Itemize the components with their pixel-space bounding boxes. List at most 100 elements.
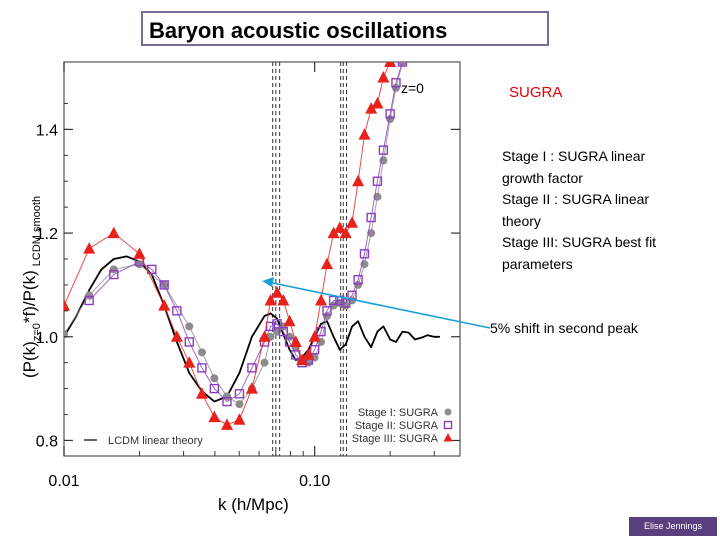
marker-circle [235, 400, 244, 409]
marker-triangle [339, 226, 352, 239]
marker-square [209, 383, 220, 394]
marker-square [84, 295, 94, 306]
marker-circle [391, 83, 400, 92]
marker-triangle [315, 293, 328, 306]
stage-description: Stage I : SUGRA linear growth factor Sta… [502, 146, 702, 276]
marker-square [222, 396, 232, 407]
marker-triangle [64, 299, 70, 311]
panel-label: z=0 [401, 80, 424, 96]
marker-square [353, 275, 363, 285]
marker-square [184, 337, 194, 347]
marker-triangle [358, 128, 371, 140]
marker-square [272, 319, 282, 329]
legend-label: Stage II: SUGRA [355, 420, 439, 432]
marker-square [443, 420, 453, 430]
marker-triangle [277, 293, 290, 306]
legend-label: Stage III: SUGRA [352, 433, 439, 445]
marker-square [234, 389, 245, 399]
marker-triangle [327, 226, 340, 239]
marker-triangle [377, 71, 390, 83]
marker-triangle [83, 242, 96, 254]
slide-title-box: Baryon acoustic oscillations [141, 11, 549, 46]
marker-square [397, 62, 408, 67]
marker-square [378, 145, 389, 155]
legend-line-label: LCDM linear theory [108, 435, 203, 447]
marker-triangle [296, 353, 309, 366]
marker-triangle [221, 418, 234, 430]
markers-group [64, 62, 408, 430]
shift-annotation: 5% shift in second peak [490, 320, 638, 336]
y-axis-title: (P(k)z=0*f)/P(k) LCDM smooth [20, 196, 43, 378]
marker-square [366, 212, 376, 223]
marker-square [385, 109, 395, 119]
author-credit: Elise Jennings [629, 517, 717, 536]
y-tick-label: 1.2 [36, 226, 58, 243]
marker-triangle [264, 293, 277, 306]
marker-square [359, 249, 370, 259]
tick-labels-group: 0.8 1.0 1.2 1.4 0.01 0.10 [36, 122, 331, 490]
marker-triangle [283, 314, 296, 327]
marker-triangle [333, 221, 346, 233]
stage-line: Stage II : SUGRA linear [502, 191, 650, 208]
y-axis-title-sub1: z=0 [31, 323, 43, 341]
marker-triangle [233, 413, 246, 425]
marker-triangle [384, 62, 397, 67]
marker-square [391, 78, 401, 88]
marker-circle [223, 392, 232, 401]
marker-square [247, 363, 257, 373]
y-tick-label: 1.0 [36, 330, 58, 347]
marker-square [147, 264, 157, 275]
marker-triangle [183, 356, 196, 368]
series-connector-line [64, 62, 403, 405]
marker-square [197, 363, 207, 373]
marker-triangle [195, 387, 208, 399]
marker-triangle [133, 247, 146, 259]
legend-label: Stage I: SUGRA [358, 407, 439, 419]
marker-triangle [371, 96, 384, 109]
marker-triangle [158, 299, 171, 311]
marker-square [109, 269, 119, 280]
stage-line: parameters [502, 255, 573, 272]
marker-triangle [245, 382, 258, 394]
marker-circle [398, 62, 407, 66]
marker-square [316, 326, 326, 337]
legend-lcdm: LCDM linear theory [84, 435, 203, 447]
marker-circle [210, 374, 219, 383]
marker-square [372, 176, 383, 186]
y-tick-label: 1.4 [36, 122, 58, 139]
marker-circle [367, 229, 376, 238]
marker-circle [444, 408, 452, 416]
plot-frame [63, 61, 461, 457]
y-axis-title-sub2: LCDM smooth [31, 196, 43, 266]
y-axis-title-mid: *f)/P(k) [20, 270, 39, 323]
marker-circle [386, 115, 395, 124]
marker-triangle [321, 257, 334, 270]
x-tick-label: 0.10 [299, 473, 330, 490]
marker-square [159, 280, 169, 290]
marker-circle [197, 348, 206, 357]
marker-triangle [107, 226, 120, 239]
marker-circle [109, 265, 118, 274]
vertical-lines-group [272, 62, 348, 456]
marker-square [341, 298, 351, 308]
series-connector-line [88, 62, 403, 403]
marker-triangle [443, 433, 453, 442]
marker-triangle [365, 102, 378, 114]
marker-triangle [352, 174, 365, 187]
y-tick-label: 0.8 [36, 433, 58, 450]
y-axis-title-main: (P(k) [20, 341, 39, 378]
marker-square [172, 306, 182, 316]
marker-circle [354, 280, 363, 289]
sugra-label: SUGRA [509, 84, 563, 101]
annotation-arrow-line [267, 281, 491, 329]
marker-triangle [271, 286, 284, 298]
annotation-arrow-head [262, 277, 274, 287]
stage-line: theory [502, 212, 541, 229]
marker-circle [85, 291, 94, 300]
marker-square [328, 295, 339, 306]
marker-circle [260, 358, 269, 367]
marker-square [278, 326, 289, 337]
marker-square [322, 306, 332, 316]
